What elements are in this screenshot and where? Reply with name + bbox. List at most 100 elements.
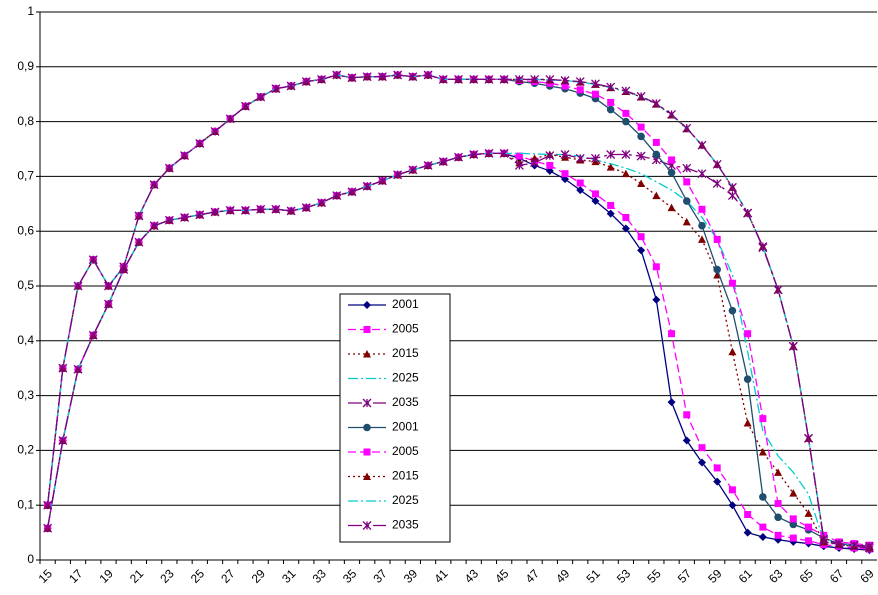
data-point xyxy=(728,306,737,315)
x-tick-label: 43 xyxy=(462,566,482,586)
x-tick-label: 25 xyxy=(188,566,208,586)
data-point xyxy=(377,72,387,82)
legend-marker xyxy=(363,423,371,432)
data-point xyxy=(789,515,797,523)
data-point xyxy=(561,82,569,90)
data-point xyxy=(621,224,630,233)
data-point xyxy=(423,70,433,80)
y-tick-label: 0,8 xyxy=(17,114,34,128)
data-point xyxy=(560,150,570,159)
data-point xyxy=(621,169,630,178)
data-point xyxy=(591,90,599,98)
data-point xyxy=(606,209,615,218)
data-point xyxy=(225,114,235,124)
data-point xyxy=(636,91,646,101)
data-point xyxy=(622,214,630,221)
x-tick-label: 57 xyxy=(675,566,695,586)
data-point xyxy=(576,86,584,94)
data-point xyxy=(727,182,737,192)
data-point xyxy=(713,464,721,472)
data-point xyxy=(301,203,311,213)
data-point xyxy=(849,540,859,550)
y-tick-label: 0,9 xyxy=(17,59,34,73)
data-point xyxy=(864,541,874,551)
data-point xyxy=(607,201,615,209)
data-point xyxy=(43,500,53,510)
data-point xyxy=(73,364,83,374)
series-line xyxy=(46,74,870,546)
data-point xyxy=(819,534,829,544)
data-point xyxy=(164,215,174,225)
data-point xyxy=(514,160,524,170)
x-tick-label: 41 xyxy=(431,566,451,586)
data-point xyxy=(728,501,737,510)
x-tick-label: 27 xyxy=(218,566,238,586)
data-point xyxy=(713,265,722,274)
data-point xyxy=(712,159,722,169)
series-line xyxy=(46,74,870,547)
legend-label: 2005 xyxy=(392,444,419,458)
data-point xyxy=(697,458,706,467)
data-point xyxy=(104,281,113,291)
data-point xyxy=(301,77,311,87)
data-point xyxy=(667,398,676,407)
data-point xyxy=(668,156,676,164)
data-point xyxy=(88,255,98,265)
data-point xyxy=(744,511,752,519)
data-point xyxy=(758,532,767,541)
data-point xyxy=(622,117,630,126)
data-point xyxy=(195,139,205,148)
data-point xyxy=(804,433,813,443)
data-point xyxy=(560,76,570,85)
data-point xyxy=(698,221,706,230)
legend: 2001 2005 2015 2025 2035 2001 2005 2015 2025 2035 xyxy=(339,293,451,543)
data-point xyxy=(743,419,752,427)
data-point xyxy=(469,150,479,159)
data-point xyxy=(606,105,615,114)
data-point xyxy=(575,77,585,87)
data-point xyxy=(576,179,584,187)
data-point xyxy=(104,299,113,309)
data-point xyxy=(58,363,68,373)
data-point xyxy=(788,341,798,351)
legend-marker xyxy=(363,326,371,333)
data-point xyxy=(332,70,342,80)
data-point xyxy=(499,74,509,84)
data-point xyxy=(149,180,159,190)
data-point xyxy=(530,158,540,168)
data-point xyxy=(637,179,646,188)
data-point xyxy=(195,210,205,220)
x-tick-label: 47 xyxy=(523,566,543,586)
data-point xyxy=(210,127,220,136)
data-point xyxy=(636,151,646,161)
data-point xyxy=(484,148,494,158)
data-point xyxy=(682,163,692,173)
y-tick-label: 1 xyxy=(27,4,34,18)
x-tick-label: 51 xyxy=(583,566,603,586)
data-point xyxy=(256,204,266,214)
data-point xyxy=(697,169,707,179)
data-point xyxy=(271,84,281,94)
data-point xyxy=(637,233,645,241)
data-point xyxy=(758,448,767,456)
x-tick-label: 61 xyxy=(736,566,756,586)
data-point xyxy=(134,211,144,221)
legend-label: 2001 xyxy=(392,297,419,311)
data-point xyxy=(484,74,494,84)
data-point xyxy=(317,198,326,208)
data-point xyxy=(43,523,53,533)
data-point xyxy=(286,81,296,91)
data-point xyxy=(469,74,479,84)
data-point xyxy=(637,132,645,141)
y-tick-label: 0,7 xyxy=(17,169,34,183)
x-tick-label: 15 xyxy=(36,566,56,586)
y-tick-label: 0,2 xyxy=(17,443,34,457)
x-tick-label: 45 xyxy=(492,566,512,586)
data-point xyxy=(515,152,523,160)
data-point xyxy=(804,509,813,517)
series-line xyxy=(46,74,870,547)
data-point xyxy=(606,82,616,92)
data-point xyxy=(789,520,798,529)
